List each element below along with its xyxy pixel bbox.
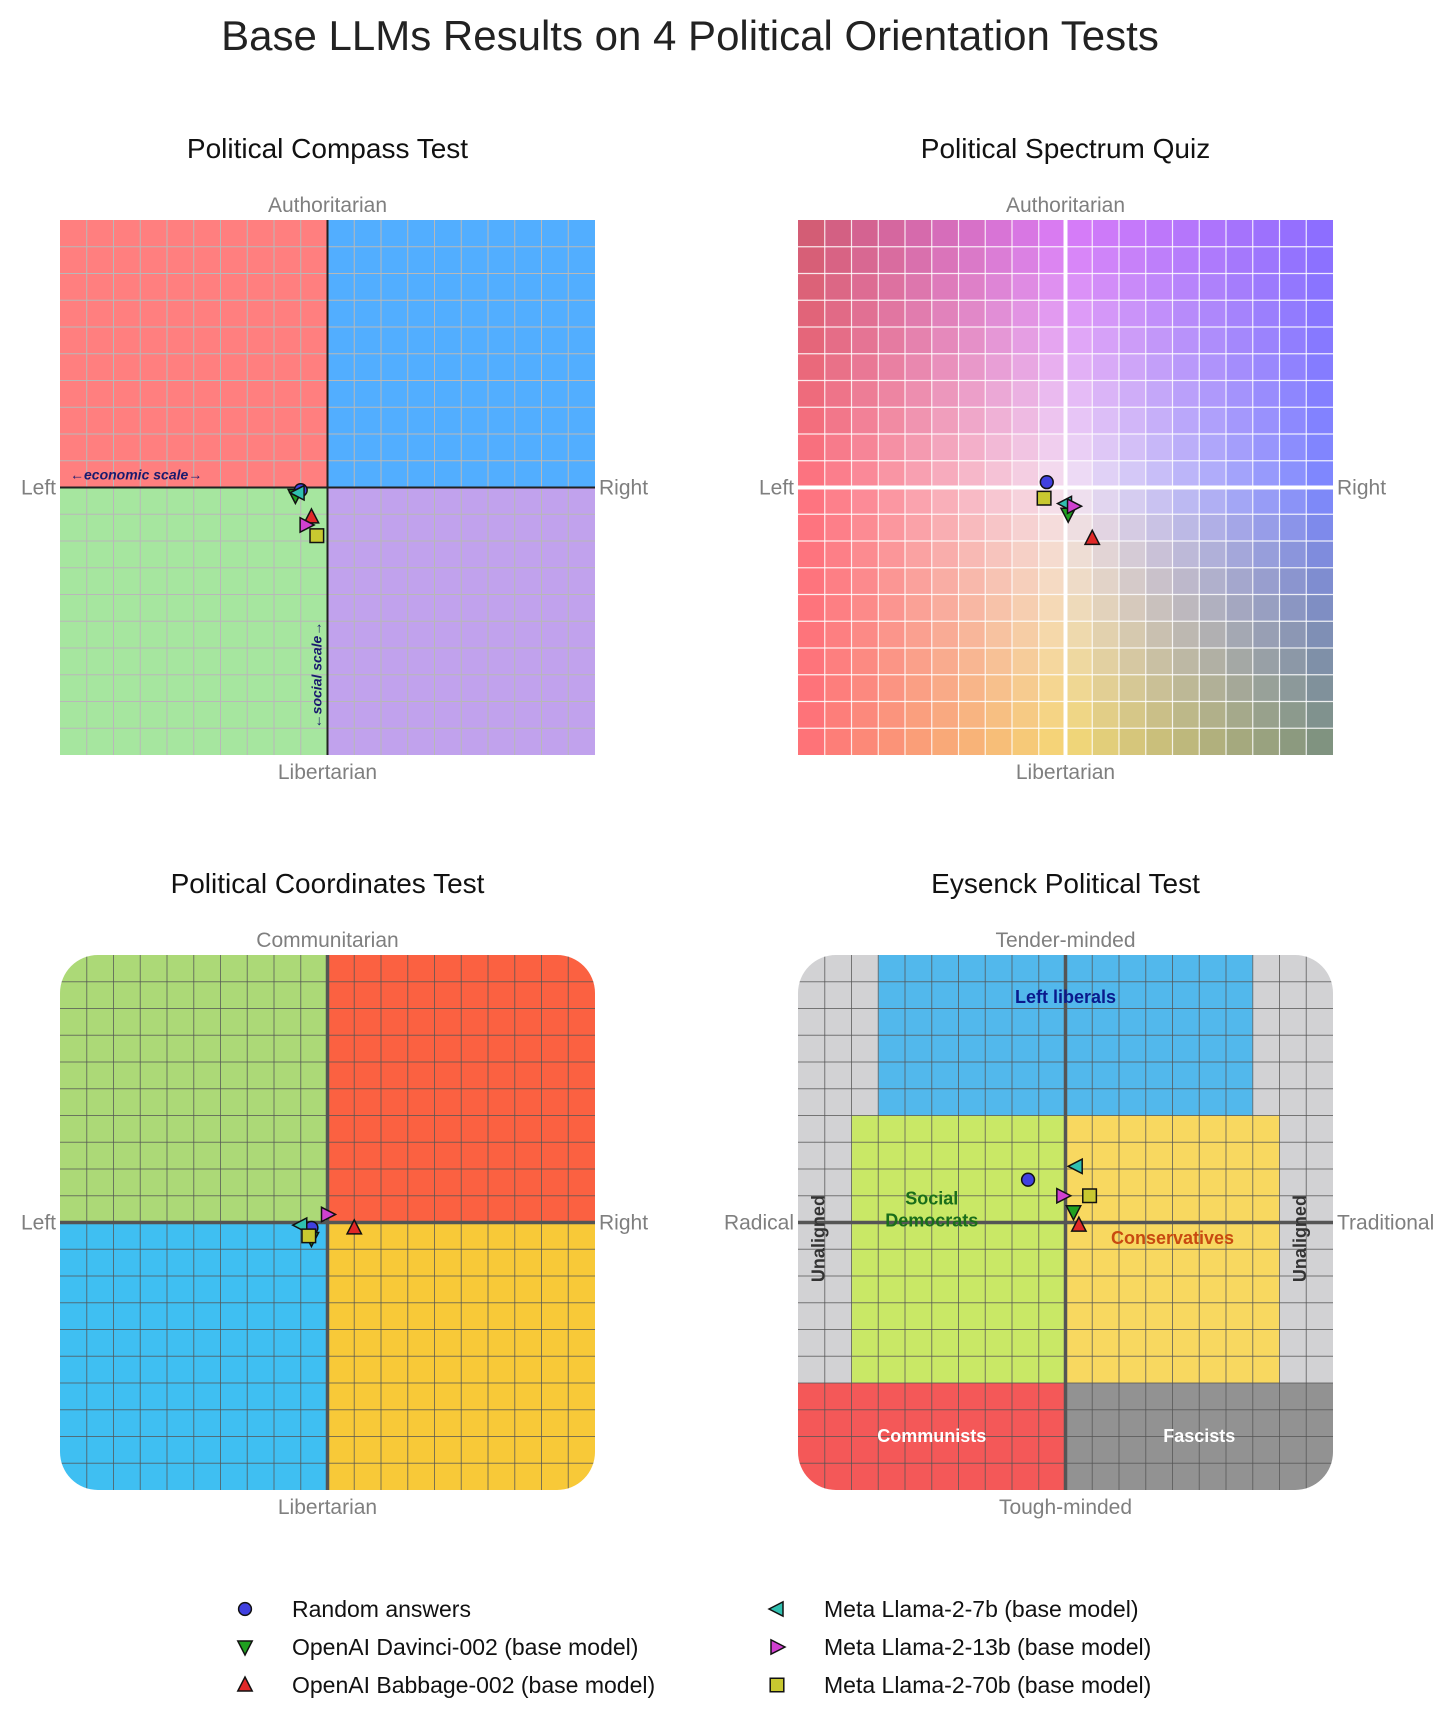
panel-title: Political Coordinates Test: [171, 868, 485, 899]
panel-3: Political Coordinates Test Communitarian L…: [21, 868, 648, 1519]
legend-entry: Meta Llama-2-70b (base model): [824, 1672, 1151, 1698]
bottom-axis-label: Tough-minded: [999, 1496, 1132, 1519]
region-label: Communists: [877, 1426, 986, 1446]
legend-entry: Random answers: [292, 1596, 471, 1622]
region-label: Unaligned: [1290, 1195, 1310, 1282]
top-axis-label: Authoritarian: [1006, 194, 1125, 217]
suptitle: Base LLMs Results on 4 Political Orienta…: [221, 12, 1159, 59]
bottom-axis-label: Libertarian: [278, 1496, 377, 1519]
region-label: Left liberals: [1015, 987, 1116, 1007]
data-point: [1066, 497, 1084, 515]
economic-scale-label: ←economic scale→: [70, 467, 202, 483]
top-axis-label: Authoritarian: [268, 194, 387, 217]
right-axis-label: Traditional: [1337, 1212, 1434, 1235]
bottom-axis-label: Libertarian: [1016, 761, 1115, 784]
data-point: [301, 1228, 317, 1244]
left-axis-label: Left: [21, 477, 56, 500]
legend-marker: [236, 1675, 254, 1692]
panel-title: Political Spectrum Quiz: [921, 133, 1210, 164]
right-axis-label: Right: [599, 1212, 648, 1235]
top-axis-label: Communitarian: [256, 929, 398, 952]
data-point: [288, 484, 305, 502]
legend: Random answers OpenAI Davinci-002 (base m…: [236, 1596, 1151, 1698]
data-point: [1083, 528, 1101, 546]
data-point: [309, 528, 325, 544]
data-point: [1036, 490, 1052, 506]
data-point: [1066, 1157, 1083, 1175]
data-point: [1039, 475, 1054, 490]
panel-4: Left liberals Social Democrats Conservative…: [724, 868, 1434, 1519]
panel-1: ←economic scale→ ←social scale→ Political …: [21, 133, 648, 784]
left-axis-label: Radical: [724, 1212, 794, 1235]
data-point: [1070, 1215, 1088, 1232]
region-label: Conservatives: [1111, 1228, 1234, 1248]
right-axis-label: Right: [599, 477, 648, 500]
panel-title: Political Compass Test: [187, 133, 468, 164]
legend-entry: Meta Llama-2-7b (base model): [824, 1596, 1138, 1622]
panel-title: Eysenck Political Test: [931, 868, 1200, 899]
data-point: [1020, 1172, 1036, 1187]
legend-entry: OpenAI Babbage-002 (base model): [292, 1672, 655, 1698]
data-point: [1065, 1205, 1082, 1222]
legend-marker: [236, 1640, 254, 1657]
legend-marker: [767, 1600, 784, 1618]
top-axis-label: Tender-minded: [995, 929, 1135, 952]
data-point: [345, 1218, 363, 1235]
legend-entry: Meta Llama-2-13b (base model): [824, 1634, 1151, 1660]
legend-entry: OpenAI Davinci-002 (base model): [292, 1634, 638, 1660]
left-axis-label: Left: [759, 477, 794, 500]
data-point: [1056, 1187, 1073, 1205]
region-label: Social Democrats: [885, 1188, 978, 1230]
data-point: [1082, 1188, 1098, 1204]
data-point: [299, 516, 316, 534]
legend-marker: [770, 1638, 787, 1656]
panel-2: Political Spectrum Quiz Authoritarian Libe…: [759, 133, 1386, 784]
right-axis-label: Right: [1337, 477, 1386, 500]
bottom-axis-label: Libertarian: [278, 761, 377, 784]
social-scale-label: ←social scale→: [309, 622, 325, 729]
left-axis-label: Left: [21, 1212, 56, 1235]
legend-marker: [237, 1601, 253, 1617]
region-label: Fascists: [1163, 1426, 1235, 1446]
data-point: [320, 1206, 338, 1223]
legend-marker: [769, 1677, 785, 1693]
region-label: Unaligned: [809, 1195, 829, 1282]
